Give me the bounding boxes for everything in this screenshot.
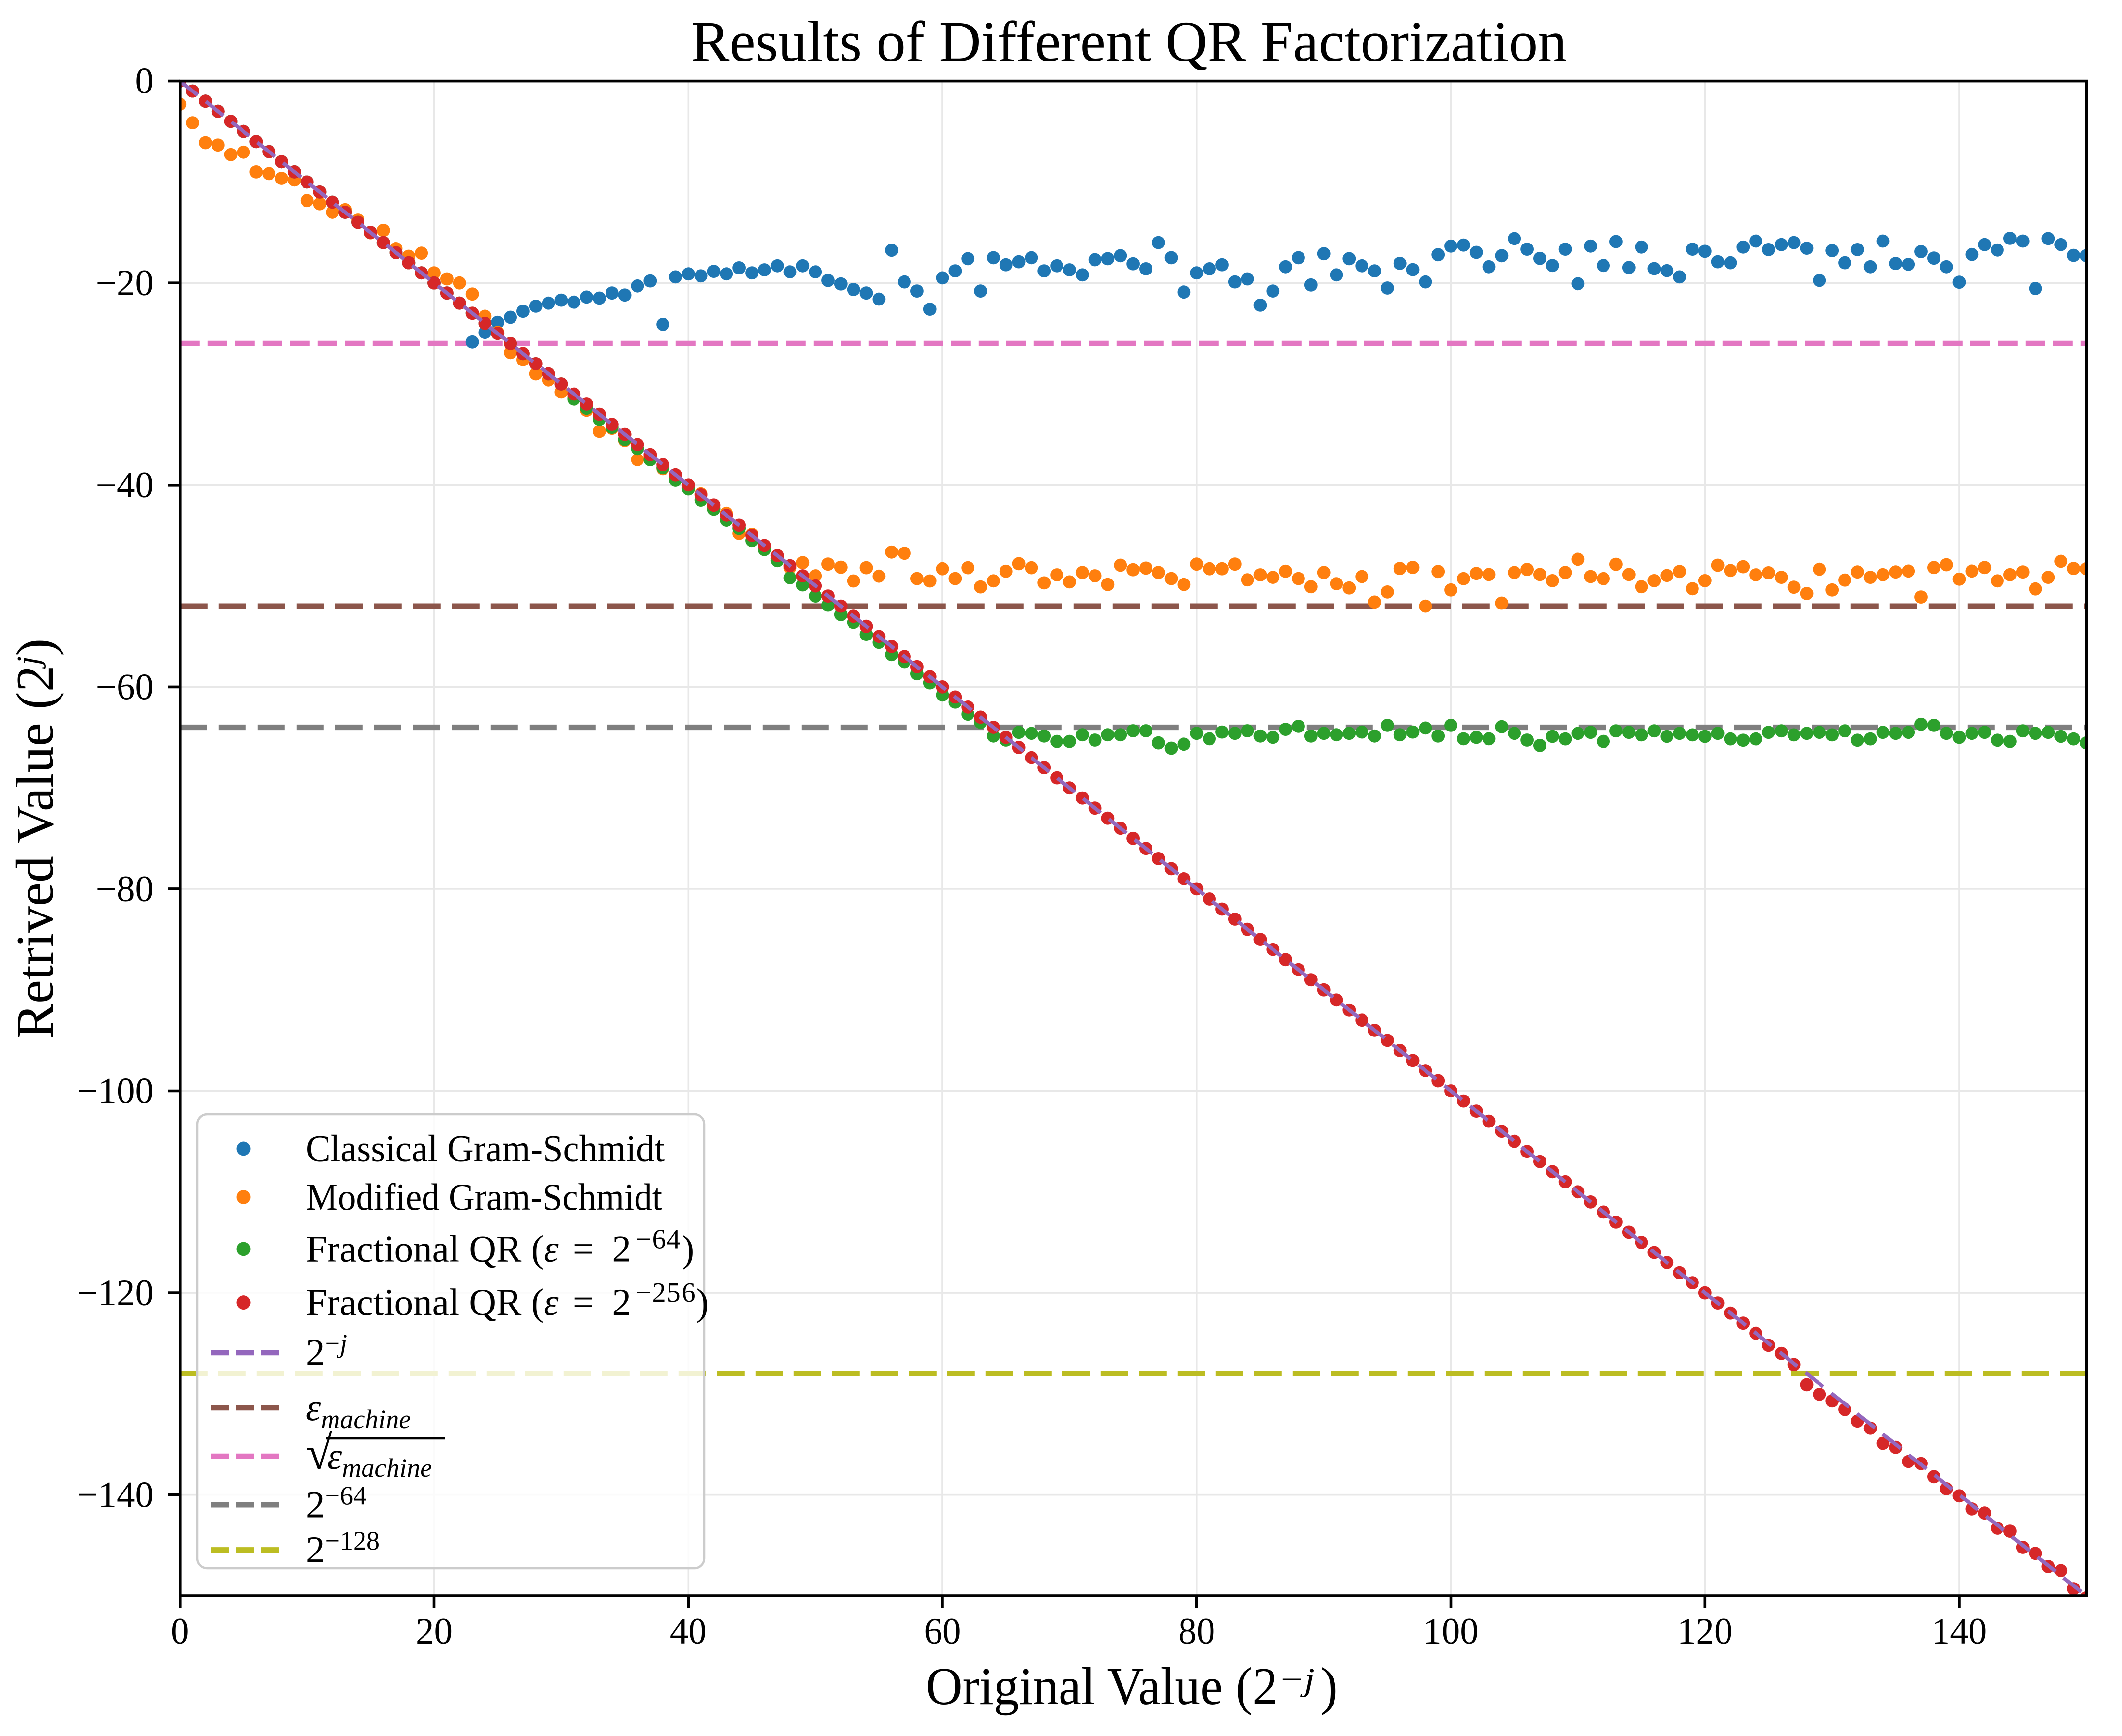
svg-text:−80: −80: [96, 869, 153, 910]
svg-text:Modified Gram-Schmidt: Modified Gram-Schmidt: [306, 1176, 662, 1218]
svg-text:εmachine: εmachine: [327, 1435, 432, 1483]
svg-text:Fractional QR (ε = 2−256): Fractional QR (ε = 2−256): [306, 1278, 709, 1323]
svg-text:−j: −j: [1278, 1662, 1315, 1698]
svg-text:140: 140: [1932, 1611, 1987, 1652]
svg-text:0: 0: [135, 61, 154, 102]
svg-text:): ): [1320, 1657, 1338, 1716]
svg-text:−60: −60: [96, 667, 153, 707]
svg-text:εmachine: εmachine: [306, 1386, 411, 1434]
svg-text:20: 20: [416, 1611, 453, 1652]
svg-text:120: 120: [1677, 1611, 1733, 1652]
svg-text:√: √: [306, 1427, 332, 1479]
svg-text:−120: −120: [77, 1273, 153, 1313]
svg-text:Original Value (2: Original Value (2: [926, 1657, 1278, 1716]
svg-text:Retrived Value (2j): Retrived Value (2j): [6, 639, 64, 1039]
svg-text:2−128: 2−128: [306, 1526, 380, 1571]
svg-text:−20: −20: [96, 263, 153, 304]
svg-text:0: 0: [171, 1611, 189, 1652]
svg-text:Fractional QR (ε = 2−64): Fractional QR (ε = 2−64): [306, 1224, 694, 1270]
svg-text:Results of Different QR Factor: Results of Different QR Factorization: [691, 9, 1567, 74]
svg-text:Classical Gram-Schmidt: Classical Gram-Schmidt: [306, 1127, 665, 1170]
svg-text:−40: −40: [96, 465, 153, 506]
svg-text:−100: −100: [77, 1071, 153, 1112]
svg-text:−140: −140: [77, 1475, 153, 1516]
svg-text:60: 60: [924, 1611, 961, 1652]
svg-text:2−j: 2−j: [306, 1329, 347, 1373]
svg-text:2−64: 2−64: [306, 1481, 366, 1525]
svg-text:100: 100: [1423, 1611, 1479, 1652]
svg-text:40: 40: [670, 1611, 707, 1652]
svg-text:80: 80: [1178, 1611, 1215, 1652]
